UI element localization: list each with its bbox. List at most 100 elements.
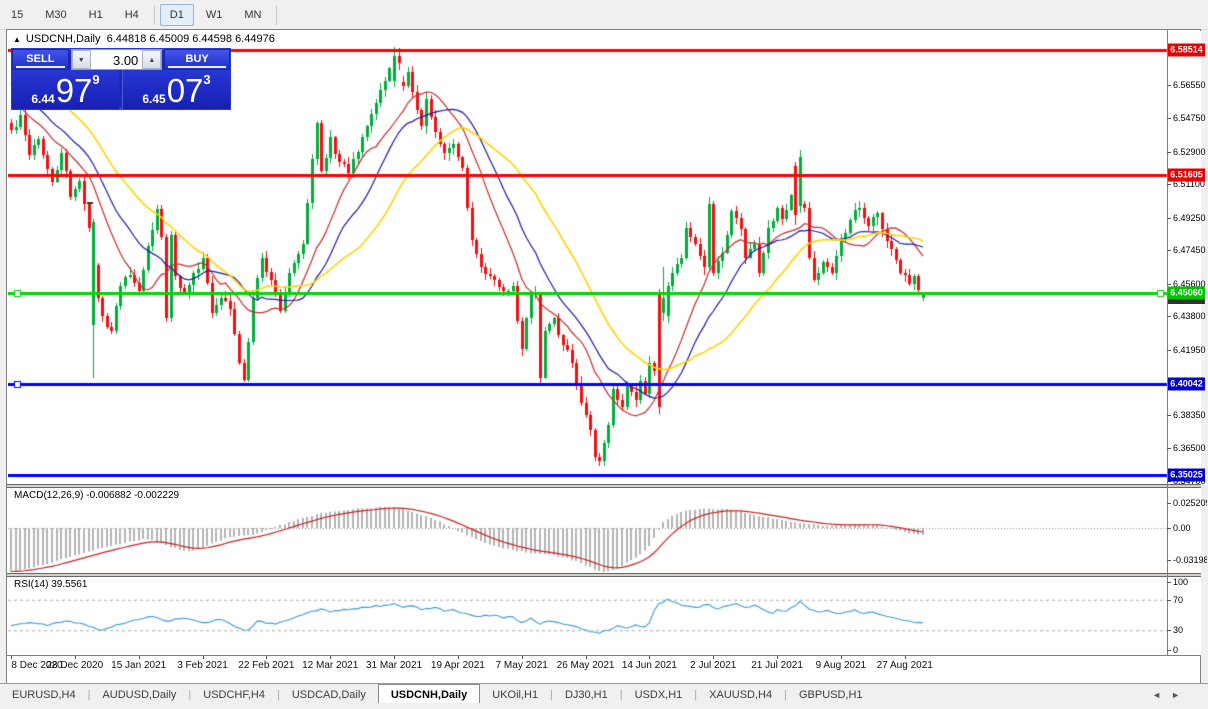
date-label: 26 May 2021 [556,660,615,671]
pane-splitter-macd[interactable] [7,484,1201,488]
chart-tab-ukoil[interactable]: UKOil,H1 [492,689,539,701]
rsi-tick-label: 0 [1173,645,1179,655]
macd-tick-label: -0.03198 [1173,554,1207,565]
collapse-arrow-icon[interactable]: ▲ [13,35,21,44]
price-tick-label: 6.49250 [1173,212,1206,223]
macd-tick-mark [1167,528,1171,529]
timeframe-button-15[interactable]: 15 [11,8,24,21]
date-label: 19 Apr 2021 [430,660,485,671]
price-tick-mark [1167,350,1171,351]
rsi-tick-label: 100 [1173,577,1189,587]
price-tick-mark [1167,415,1171,416]
date-tick-mark [202,656,204,659]
price-level-badge: 6.35025 [1168,468,1205,482]
price-level-badge: 6.40042 [1168,377,1205,391]
tab-separator: | [87,689,91,701]
date-label: 7 May 2021 [495,660,548,671]
rsi-tick-label: 30 [1173,625,1184,636]
date-tick-mark [904,656,906,659]
macd-tick-mark [1167,503,1171,504]
buy-price-base: 6.45 [142,92,166,106]
price-tick-mark [1167,284,1171,285]
price-tick-mark [1167,152,1171,153]
volume-increase-button[interactable]: ▲ [142,50,162,69]
sell-price-point: 9 [92,72,100,87]
date-label: 31 Mar 2021 [365,660,423,671]
rsi-tick-mark [1167,600,1171,601]
timeframe-button-h1[interactable]: H1 [88,8,103,21]
price-tick-mark [1167,218,1171,219]
tabs-scroll-right-icon[interactable]: ► [1171,690,1180,700]
chart-tab-xauusd[interactable]: XAUUSD,H4 [709,689,773,701]
date-label: 15 Jan 2021 [111,660,167,671]
tab-separator: | [188,689,192,701]
timeframe-button-d1[interactable]: D1 [159,3,194,26]
rsi-tick-label: 70 [1173,594,1184,605]
price-level-badge: 6.45060 [1168,286,1205,300]
axis-separator [1167,30,1168,656]
volume-input[interactable] [90,50,143,69]
date-tick-mark [74,656,76,659]
timeframe-button-m30[interactable]: M30 [45,8,67,21]
chart-tab-dj30[interactable]: DJ30,H1 [564,689,608,701]
price-tick-label: 6.38350 [1173,409,1206,420]
macd-tick-mark [1167,560,1171,561]
timeframe-button-h4[interactable]: H4 [124,8,139,21]
date-tick-mark [840,656,842,659]
price-tick-mark [1167,316,1171,317]
price-tick-label: 6.41950 [1173,344,1206,355]
price-tick-label: 6.52900 [1173,146,1206,157]
toolbar-separator [276,4,278,25]
price-tick-label: 6.36500 [1173,443,1206,454]
tab-separator: | [694,689,698,701]
chart-tab-eurusd[interactable]: EURUSD,H4 [12,689,76,701]
date-label: 14 Jun 2021 [621,660,677,671]
macd-tick-label: 0.025209 [1173,497,1207,508]
price-tick-mark [1167,448,1171,449]
x-axis-line [7,655,1201,656]
chart-tab-bar: EURUSD,H4 | AUDUSD,Daily | USDCHF,H4 | USDCAD,… [0,683,1208,704]
date-tick-mark [649,656,651,659]
date-tick-mark [138,656,140,659]
date-tick-mark [457,656,459,659]
price-level-badge: 6.58514 [1168,43,1205,57]
sell-button[interactable]: SELL [12,49,69,70]
buy-button[interactable]: BUY [164,49,230,70]
price-tick-label: 6.56550 [1173,80,1206,91]
volume-stepper: ▼ ▲ [70,49,163,70]
ohlc-values: 6.44818 6.45009 6.44598 6.44976 [106,33,275,45]
chart-tab-usdchf[interactable]: USDCHF,H4 [203,689,265,701]
rsi-tick-mark [1167,630,1171,631]
date-label: 27 Aug 2021 [876,660,933,671]
rsi-tick-mark [1167,650,1171,651]
tab-separator: | [277,689,280,701]
tab-separator: | [550,689,553,701]
chart-tab-usdcnh[interactable]: USDCNH,Daily [377,684,481,704]
pane-splitter-rsi[interactable] [7,573,1201,577]
chart-window: ▲ USDCNH,Daily 6.44818 6.45009 6.44598 6.… [6,29,1207,702]
price-chart-canvas[interactable] [8,31,1201,656]
tab-separator: | [619,689,623,701]
price-level-badge: 6.51605 [1168,168,1205,182]
price-tick-mark [1167,85,1171,86]
timeframe-button-mn[interactable]: MN [244,8,262,21]
chart-title: ▲ USDCNH,Daily 6.44818 6.45009 6.44598 6.… [13,33,275,45]
chart-tab-usdcad[interactable]: USDCAD,Daily [291,689,366,701]
macd-tick-label: 0.00 [1173,523,1191,533]
tabs-scroll-left-icon[interactable]: ◄ [1152,690,1162,700]
sell-price-pips: 97 [55,72,93,109]
date-label: 12 Mar 2021 [302,660,359,671]
date-tick-mark [330,656,332,659]
chart-tab-usdx[interactable]: USDX,H1 [634,689,683,701]
macd-label: MACD(12,26,9) -0.006882 -0.002229 [14,490,180,501]
sell-price-display[interactable]: 6.44 97 9 [12,70,119,109]
date-tick-mark [394,656,396,659]
date-label: 28 Dec 2020 [46,660,104,671]
timeframe-button-w1[interactable]: W1 [205,8,223,21]
date-label: 2 Jul 2021 [690,660,737,671]
chart-tab-audusd[interactable]: AUDUSD,Daily [102,689,177,701]
date-tick-mark [521,656,523,659]
buy-price-display[interactable]: 6.45 07 3 [122,70,230,109]
volume-decrease-button[interactable]: ▼ [71,50,91,69]
chart-tab-gbpusd[interactable]: GBPUSD,H1 [798,689,863,701]
